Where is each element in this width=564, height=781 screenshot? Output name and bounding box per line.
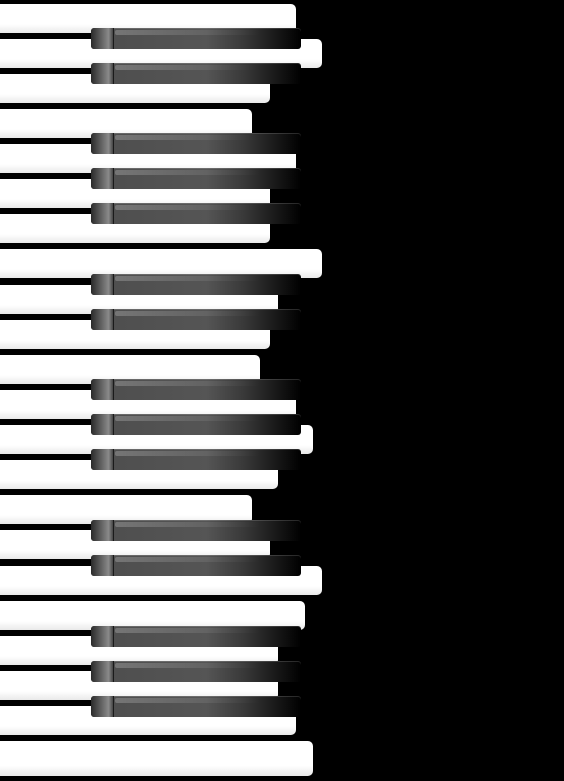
black-key[interactable] xyxy=(91,28,301,49)
black-key-cap xyxy=(91,133,114,154)
black-key[interactable] xyxy=(91,309,301,330)
black-key-highlight xyxy=(115,311,261,316)
black-key-highlight xyxy=(115,170,261,175)
black-key[interactable] xyxy=(91,449,301,470)
black-key-cap xyxy=(91,626,114,647)
black-key-highlight xyxy=(115,65,261,70)
black-key[interactable] xyxy=(91,520,301,541)
black-key-cap xyxy=(91,28,114,49)
black-key-highlight xyxy=(115,205,261,210)
black-key-highlight xyxy=(115,522,261,527)
black-key-highlight xyxy=(115,135,261,140)
black-key-highlight xyxy=(115,663,261,668)
black-key-cap xyxy=(91,203,114,224)
black-key-highlight xyxy=(115,30,261,35)
black-key-cap xyxy=(91,274,114,295)
black-key[interactable] xyxy=(91,203,301,224)
black-key[interactable] xyxy=(91,555,301,576)
black-key-highlight xyxy=(115,381,261,386)
black-key-cap xyxy=(91,661,114,682)
black-key[interactable] xyxy=(91,661,301,682)
black-key-highlight xyxy=(115,628,261,633)
black-key[interactable] xyxy=(91,133,301,154)
black-key-cap xyxy=(91,414,114,435)
black-key-cap xyxy=(91,696,114,717)
black-key[interactable] xyxy=(91,168,301,189)
black-key-cap xyxy=(91,63,114,84)
black-key-highlight xyxy=(115,698,261,703)
black-key[interactable] xyxy=(91,626,301,647)
black-key-cap xyxy=(91,449,114,470)
black-key[interactable] xyxy=(91,379,301,400)
black-key-cap xyxy=(91,520,114,541)
black-key-cap xyxy=(91,379,114,400)
black-key[interactable] xyxy=(91,63,301,84)
black-key-highlight xyxy=(115,451,261,456)
black-key-highlight xyxy=(115,276,261,281)
white-key[interactable] xyxy=(0,741,313,781)
black-key-cap xyxy=(91,168,114,189)
black-key-cap xyxy=(91,309,114,330)
black-key[interactable] xyxy=(91,274,301,295)
black-key[interactable] xyxy=(91,696,301,717)
black-key-highlight xyxy=(115,557,261,562)
black-key-cap xyxy=(91,555,114,576)
black-key-highlight xyxy=(115,416,261,421)
black-key[interactable] xyxy=(91,414,301,435)
